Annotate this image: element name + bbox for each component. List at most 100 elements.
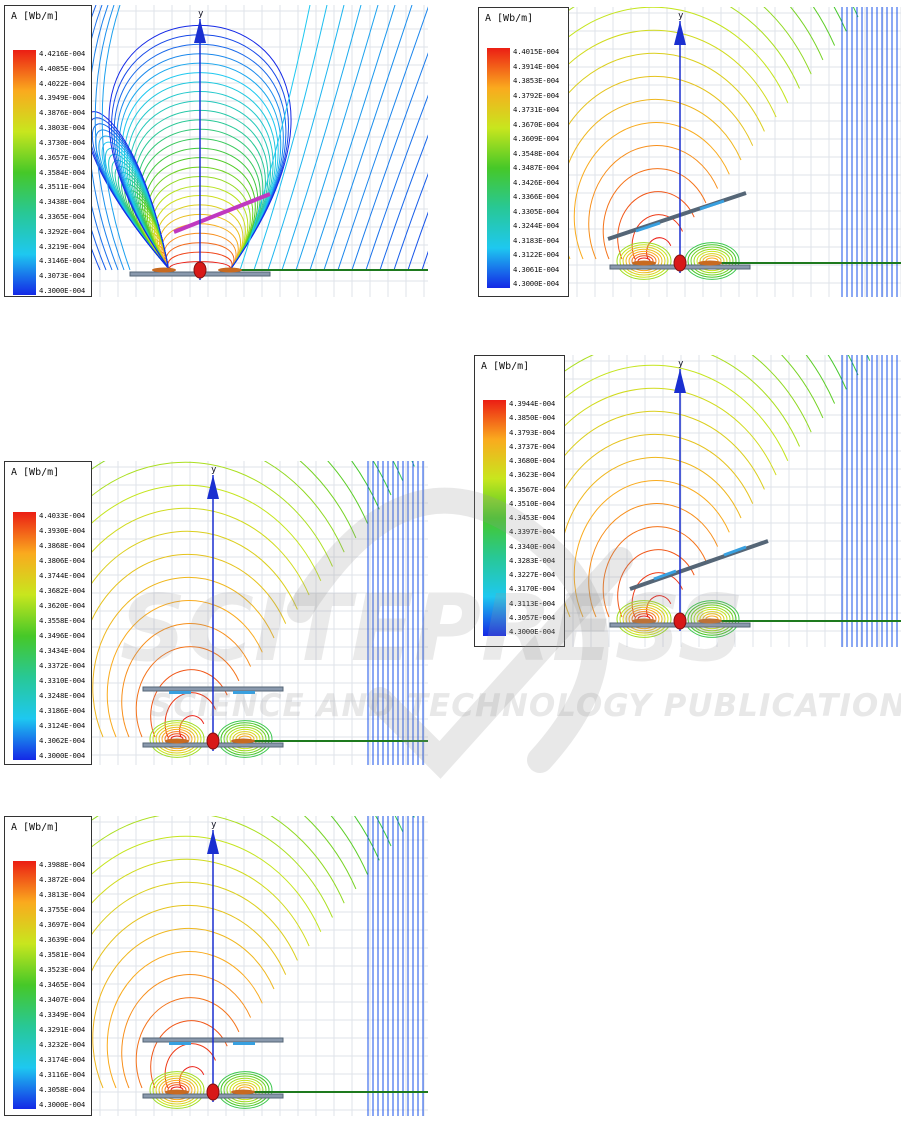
legend-tick-label: 4.3000E-004 bbox=[509, 627, 556, 636]
flux-contours bbox=[565, 355, 898, 647]
legend-tick-label: 4.3944E-004 bbox=[509, 399, 556, 408]
contour-line bbox=[135, 997, 240, 1089]
contour-line bbox=[588, 503, 719, 618]
legend-tick-label: 4.3487E-004 bbox=[513, 163, 560, 172]
contour-line bbox=[602, 168, 707, 260]
contour-line bbox=[696, 608, 728, 630]
contour-line bbox=[565, 355, 800, 447]
legend-tick-label: 4.3058E-004 bbox=[39, 1085, 86, 1094]
transmitter-coil bbox=[218, 267, 242, 273]
contour-line bbox=[327, 461, 369, 524]
contour-line bbox=[687, 244, 737, 278]
contour-line bbox=[693, 248, 731, 274]
contour-line bbox=[569, 7, 870, 259]
contour-line bbox=[625, 606, 663, 632]
contour-line bbox=[569, 7, 789, 104]
contour-line bbox=[569, 29, 777, 118]
legend-tick-label: 4.3670E-004 bbox=[513, 119, 560, 129]
contour-line bbox=[353, 816, 380, 861]
y-axis-label: y bbox=[198, 9, 204, 19]
legend-tick-label: 4.3853E-004 bbox=[513, 76, 560, 85]
contour-line bbox=[121, 623, 252, 738]
legend-tick-label: 4.3310E-004 bbox=[39, 676, 86, 685]
contour-line bbox=[92, 484, 322, 582]
contour-line bbox=[565, 410, 765, 490]
legend-tick-label: 4.3062E-004 bbox=[39, 736, 86, 745]
contour-line bbox=[617, 191, 695, 260]
receiver-coil bbox=[653, 569, 677, 581]
contour-line bbox=[106, 950, 263, 1089]
transmitter-coil bbox=[231, 1089, 255, 1095]
legend-tick-label: 4.3000E-004 bbox=[39, 286, 86, 295]
legend-tick-label: 4.3113E-004 bbox=[509, 598, 556, 608]
contour-line bbox=[92, 816, 345, 904]
contour-line bbox=[687, 602, 737, 636]
contour-line bbox=[150, 669, 228, 738]
legend-color-bar bbox=[13, 861, 36, 1109]
legend-title: A [Wb/m] bbox=[11, 467, 60, 478]
legend-tick-label: 4.3407E-004 bbox=[39, 995, 86, 1004]
contour-line bbox=[690, 246, 734, 276]
contour-line bbox=[619, 244, 669, 278]
legend-title: A [Wb/m] bbox=[11, 822, 60, 833]
legend-tick-label: 4.3174E-004 bbox=[39, 1055, 86, 1064]
legend-tick-label: 4.3680E-004 bbox=[509, 456, 556, 465]
legend-tick-label: 4.3623E-004 bbox=[509, 470, 556, 480]
legend-tick-label: 4.3581E-004 bbox=[39, 950, 86, 959]
legend-tick-label: 4.4033E-004 bbox=[39, 511, 86, 520]
contour-line bbox=[565, 364, 789, 462]
contour-line bbox=[411, 461, 415, 467]
legend-tick-label: 4.3305E-004 bbox=[513, 206, 560, 216]
field-plot-panel-mid-right: A [Wb/m] 4.3944E-004 4.3850E-004 4.3793E-00… bbox=[474, 355, 901, 647]
legend-title: A [Wb/m] bbox=[485, 13, 534, 24]
contour-line bbox=[92, 5, 113, 271]
legend-tick-label: 4.3283E-004 bbox=[509, 555, 556, 565]
contour-line bbox=[92, 461, 333, 567]
legend-tick-label: 4.3620E-004 bbox=[39, 601, 86, 610]
legend-tick-label: 4.3792E-004 bbox=[513, 90, 560, 100]
contour-line bbox=[152, 722, 202, 756]
contour-line bbox=[602, 526, 707, 618]
contour-line bbox=[92, 816, 426, 1088]
y-axis-arrowhead bbox=[207, 830, 219, 854]
contour-line bbox=[161, 1079, 193, 1101]
contour-line bbox=[158, 1077, 196, 1103]
legend-tick-label: 4.3731E-004 bbox=[513, 105, 560, 114]
legend-tick-label: 4.3697E-004 bbox=[39, 920, 86, 929]
receiver-coil bbox=[699, 199, 725, 211]
legend-tick-label: 4.3803E-004 bbox=[39, 123, 86, 133]
contour-line bbox=[569, 98, 742, 260]
contour-line bbox=[628, 608, 660, 630]
legend-tick-label: 4.3397E-004 bbox=[509, 527, 556, 537]
contour-line bbox=[392, 461, 404, 481]
contour-canvas: y bbox=[92, 461, 428, 765]
contour-canvas: y bbox=[92, 816, 428, 1116]
contour-line bbox=[323, 5, 413, 271]
transmitter-coil bbox=[165, 1089, 189, 1095]
color-legend: A [Wb/m] 4.3944E-004 4.3850E-004 4.3793E-00… bbox=[474, 355, 565, 647]
y-axis-label: y bbox=[211, 465, 217, 475]
y-axis-arrowhead bbox=[674, 21, 686, 45]
legend-tick-label: 4.3124E-004 bbox=[39, 721, 86, 730]
legend-tick-label: 4.3366E-004 bbox=[513, 192, 560, 201]
contour-line bbox=[229, 728, 261, 750]
legend-tick-label: 4.3146E-004 bbox=[39, 256, 86, 266]
legend-tick-label: 4.3806E-004 bbox=[39, 556, 86, 565]
legend-tick-label: 4.3073E-004 bbox=[39, 271, 86, 281]
contour-line bbox=[281, 5, 362, 271]
transmitter-coil bbox=[698, 260, 722, 266]
legend-tick-label: 4.3793E-004 bbox=[509, 427, 556, 437]
contour-line bbox=[226, 726, 264, 752]
contour-line bbox=[565, 355, 881, 617]
contour-line bbox=[149, 720, 205, 758]
legend-color-bar bbox=[487, 48, 510, 288]
color-legend: A [Wb/m] 4.4216E-004 4.4085E-004 4.4022E-00… bbox=[4, 5, 92, 297]
legend-tick-label: 4.3730E-004 bbox=[39, 137, 86, 147]
contour-line bbox=[161, 728, 193, 750]
origin-marker bbox=[206, 732, 220, 750]
legend-tick-label: 4.3232E-004 bbox=[39, 1040, 86, 1049]
contour-line bbox=[155, 1075, 199, 1105]
flux-contours bbox=[569, 7, 898, 297]
contour-line bbox=[94, 5, 125, 271]
y-axis-label: y bbox=[678, 11, 684, 21]
